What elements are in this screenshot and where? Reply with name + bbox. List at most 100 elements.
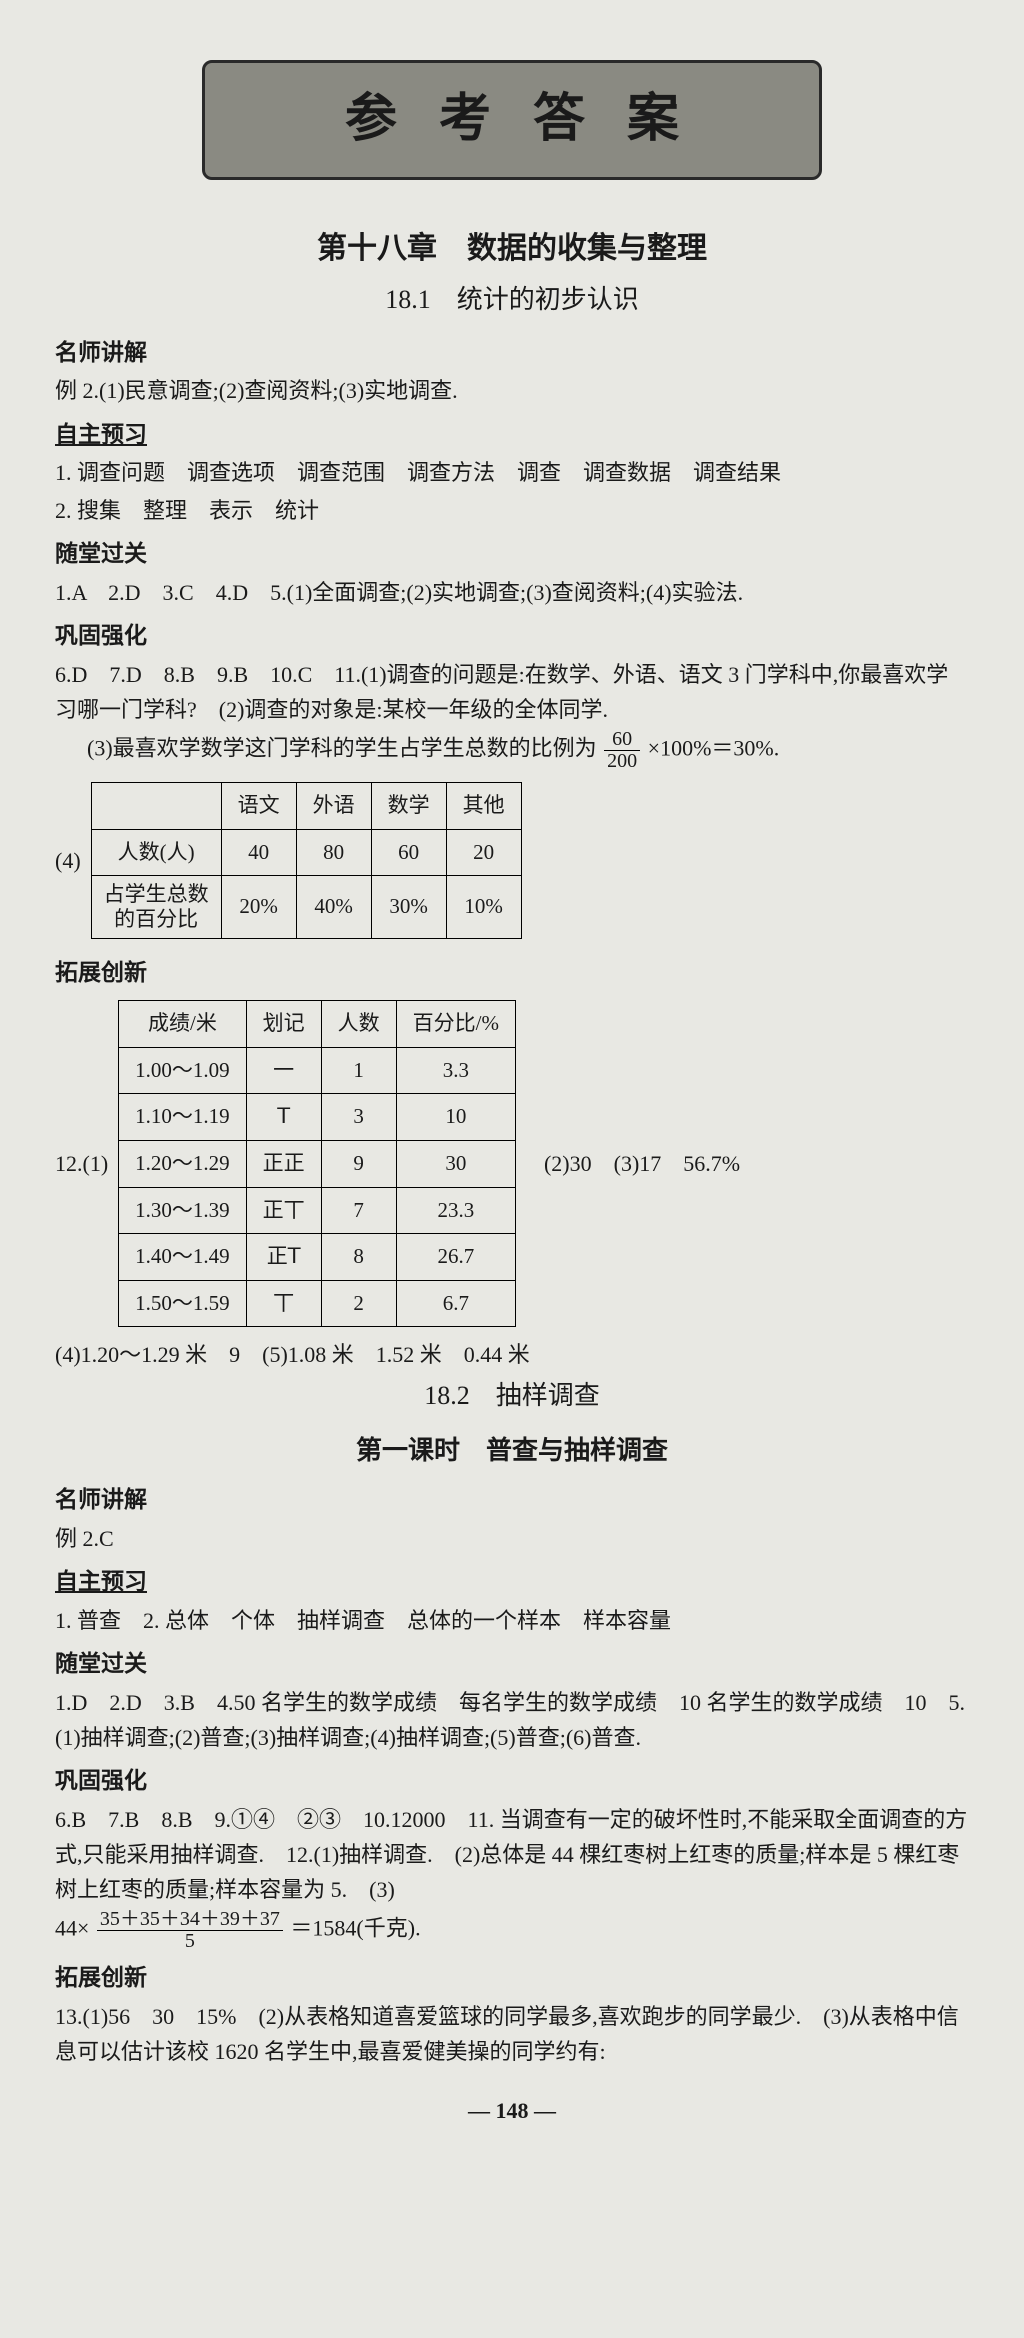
table-row: 1.00～1.09一13.3 (119, 1047, 516, 1094)
table2-row: 12.(1) 成绩/米 划记 人数 百分比/% 1.00～1.09一13.3 1… (55, 992, 969, 1335)
gonggu-2-answers: 6.B 7.B 8.B 9.①④ ②③ 10.12000 11. 当调查有一定的… (55, 1802, 969, 1908)
suitang-1-answers: 1.A 2.D 3.C 4.D 5.(1)全面调查;(2)实地调查;(3)查阅资… (55, 575, 969, 610)
gonggu-1-q3: (3)最喜欢学数学这门学科的学生占学生总数的比例为 60 200 ×100%＝3… (55, 729, 969, 772)
gonggu-1-answers: 6.D 7.D 8.B 9.B 10.C 11.(1)调查的问题是:在数学、外语… (55, 657, 969, 727)
tbl1-r2c2: 40% (296, 876, 371, 939)
heading-mingshi-2: 名师讲解 (55, 1482, 969, 1519)
c: 丅 (246, 1280, 321, 1327)
c: 3 (321, 1094, 396, 1141)
tbl2-h0: 成绩/米 (119, 1001, 247, 1048)
c: 1.20～1.29 (119, 1141, 247, 1188)
c: 26.7 (396, 1234, 515, 1281)
heading-suitang-1: 随堂过关 (55, 536, 969, 573)
gonggu-1-q3-a: (3)最喜欢学数学这门学科的学生占学生总数的比例为 (87, 735, 597, 760)
tbl2-h2: 人数 (321, 1001, 396, 1048)
frac-den: 200 (604, 751, 640, 772)
table1-row: (4) 语文 外语 数学 其他 人数(人) 40 80 60 20 占学生总数的… (55, 774, 969, 948)
heading-gonggu-1: 巩固强化 (55, 618, 969, 655)
c: 2 (321, 1280, 396, 1327)
table-row: 占学生总数的百分比 20% 40% 30% 10% (91, 876, 521, 939)
c: 1.50～1.59 (119, 1280, 247, 1327)
banner-title: 参考答案 (202, 60, 822, 180)
tbl1-r2c0: 占学生总数的百分比 (91, 876, 221, 939)
c: 30 (396, 1141, 515, 1188)
table-score-tally: 成绩/米 划记 人数 百分比/% 1.00～1.09一13.3 1.10～1.1… (118, 1000, 516, 1327)
table-row: 成绩/米 划记 人数 百分比/% (119, 1001, 516, 1048)
zizhu-1-item2: 2. 搜集 整理 表示 统计 (55, 493, 969, 528)
c: 7 (321, 1187, 396, 1234)
frac-num: 60 (604, 729, 640, 751)
c: 3.3 (396, 1047, 515, 1094)
c: 正丅 (246, 1187, 321, 1234)
tbl1-r1c3: 60 (371, 829, 446, 876)
tbl1-h4: 其他 (446, 782, 521, 829)
fraction-avg: 35＋35＋34＋39＋37 5 (97, 1909, 283, 1952)
table-row: 1.50～1.59丅26.7 (119, 1280, 516, 1327)
table-row: 1.20～1.29正正930 (119, 1141, 516, 1188)
suitang-2-answers: 1.D 2.D 3.B 4.50 名学生的数学成绩 每名学生的数学成绩 10 名… (55, 1685, 969, 1755)
tbl1-h0 (91, 782, 221, 829)
table-row: 1.40～1.49正𝖳826.7 (119, 1234, 516, 1281)
heading-gonggu-2: 巩固强化 (55, 1763, 969, 1800)
tbl1-r1c2: 80 (296, 829, 371, 876)
c: 正正 (246, 1141, 321, 1188)
mingshi-1-example: 例 2.(1)民意调查;(2)查阅资料;(3)实地调查. (55, 373, 969, 408)
table-row: 语文 外语 数学 其他 (91, 782, 521, 829)
banner-wrap: 参考答案 (55, 60, 969, 180)
table-subject-counts: 语文 外语 数学 其他 人数(人) 40 80 60 20 占学生总数的百分比 … (91, 782, 522, 940)
tbl1-h1: 语文 (221, 782, 296, 829)
heading-zizhu-2: 自主预习 (55, 1564, 969, 1601)
c: 𝖳 (246, 1094, 321, 1141)
heading-suitang-2: 随堂过关 (55, 1646, 969, 1683)
c: 8 (321, 1234, 396, 1281)
table1-label: (4) (55, 843, 81, 878)
c: 1 (321, 1047, 396, 1094)
gonggu-1-q3-b: ×100%＝30%. (648, 735, 780, 760)
table2-after2: (4)1.20～1.29 米 9 (5)1.08 米 1.52 米 0.44 米 (55, 1337, 969, 1372)
c: 一 (246, 1047, 321, 1094)
frac2-pre: 44× (55, 1916, 89, 1941)
table2-after1: (2)30 (3)17 56.7% (544, 1146, 740, 1181)
table-row: 人数(人) 40 80 60 20 (91, 829, 521, 876)
page-number: — 148 — (55, 2093, 969, 2128)
heading-tuozhan-2: 拓展创新 (55, 1960, 969, 1997)
heading-tuozhan-1: 拓展创新 (55, 955, 969, 992)
tbl1-r2c3: 30% (371, 876, 446, 939)
heading-mingshi-1: 名师讲解 (55, 335, 969, 372)
table2-label: 12.(1) (55, 1146, 108, 1181)
c: 1.40～1.49 (119, 1234, 247, 1281)
frac2-post: ＝1584(千克). (290, 1916, 420, 1941)
c: 6.7 (396, 1280, 515, 1327)
tbl1-r2c4: 10% (446, 876, 521, 939)
gonggu-2-frac-line: 44× 35＋35＋34＋39＋37 5 ＝1584(千克). (55, 1909, 969, 1952)
tuozhan-2-answers: 13.(1)56 30 15% (2)从表格知道喜爱篮球的同学最多,喜欢跑步的同… (55, 1999, 969, 2069)
c: 1.10～1.19 (119, 1094, 247, 1141)
c: 10 (396, 1094, 515, 1141)
section-18-2-title: 18.2 抽样调查 (55, 1375, 969, 1417)
zizhu-2-item1: 1. 普查 2. 总体 个体 抽样调查 总体的一个样本 样本容量 (55, 1603, 969, 1638)
table-row: 1.10～1.19𝖳310 (119, 1094, 516, 1141)
tbl1-r2c1: 20% (221, 876, 296, 939)
c: 9 (321, 1141, 396, 1188)
table-row: 1.30～1.39正丅723.3 (119, 1187, 516, 1234)
frac2-num: 35＋35＋34＋39＋37 (97, 1909, 283, 1931)
fraction-60-200: 60 200 (604, 729, 640, 772)
frac2-den: 5 (97, 1931, 283, 1952)
c: 1.30～1.39 (119, 1187, 247, 1234)
heading-zizhu-1: 自主预习 (55, 417, 969, 454)
c: 23.3 (396, 1187, 515, 1234)
tbl2-h3: 百分比/% (396, 1001, 515, 1048)
tbl1-h3: 数学 (371, 782, 446, 829)
tbl1-r1c1: 40 (221, 829, 296, 876)
zizhu-1-item1: 1. 调查问题 调查选项 调查范围 调查方法 调查 调查数据 调查结果 (55, 455, 969, 490)
c: 正𝖳 (246, 1234, 321, 1281)
tbl2-h1: 划记 (246, 1001, 321, 1048)
tbl1-h2: 外语 (296, 782, 371, 829)
tbl1-r1c0: 人数(人) (91, 829, 221, 876)
section-18-2-sub: 第一课时 普查与抽样调查 (55, 1430, 969, 1472)
chapter-title: 第十八章 数据的收集与整理 (55, 225, 969, 273)
section-18-1-title: 18.1 统计的初步认识 (55, 279, 969, 321)
mingshi-2-example: 例 2.C (55, 1521, 969, 1556)
tbl1-r1c4: 20 (446, 829, 521, 876)
c: 1.00～1.09 (119, 1047, 247, 1094)
